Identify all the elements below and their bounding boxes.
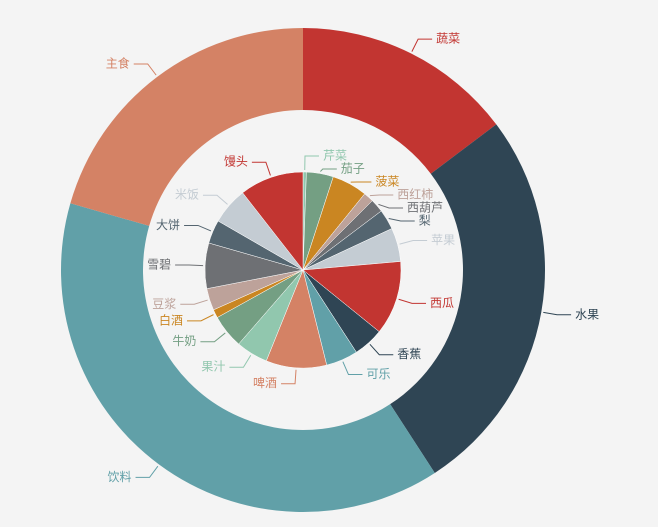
leader-line — [180, 299, 208, 305]
leader-line — [378, 203, 404, 209]
leader-line — [133, 63, 157, 76]
leader-line — [320, 168, 337, 172]
slice-label: 牛奶 — [172, 333, 196, 348]
slice-label: 啤酒 — [253, 375, 277, 390]
slice-label: 饮料 — [108, 470, 132, 484]
leader-line — [369, 194, 394, 197]
leader-line — [184, 224, 212, 232]
pie-slice — [242, 171, 304, 271]
leader-line — [399, 239, 428, 245]
leader-line — [229, 355, 252, 368]
slice-label: 馒头 — [224, 155, 248, 169]
slice-label: 水果 — [575, 307, 599, 321]
slice-label: 大饼 — [156, 218, 180, 232]
leader-line — [342, 361, 363, 376]
leader-line — [388, 218, 415, 222]
leader-line — [175, 264, 204, 267]
leader-line — [202, 194, 228, 205]
leader-line — [411, 38, 433, 52]
leader-line — [369, 343, 394, 356]
slice-label: 白酒 — [159, 312, 183, 327]
pie-slice — [61, 203, 435, 512]
slice-label: 雪碧 — [147, 258, 171, 272]
slice-label: 西葫芦 — [407, 201, 443, 215]
slice-label: 菠菜 — [375, 175, 399, 189]
pie-slice — [70, 27, 304, 226]
leader-line — [398, 298, 427, 304]
leader-line — [304, 155, 319, 171]
leader-line — [251, 161, 271, 176]
slice-label: 米饭 — [175, 188, 199, 202]
pie-slice — [303, 28, 497, 174]
slice-label: 果汁 — [201, 360, 225, 374]
leader-line — [186, 314, 214, 322]
leader-line — [200, 332, 226, 343]
slice-label: 苹果 — [431, 233, 455, 247]
pie-slice — [302, 261, 402, 333]
slice-label: 豆浆 — [152, 296, 176, 311]
slice-label: 可乐 — [366, 367, 390, 381]
slice-label: 茄子 — [341, 162, 365, 176]
slice-label: 香蕉 — [397, 347, 421, 361]
slice-label: 芹菜 — [323, 149, 347, 163]
slice-label: 西瓜 — [430, 296, 454, 310]
slice-label: 蔬菜 — [436, 32, 460, 46]
slice-label: 主食 — [106, 55, 130, 70]
slice-label: 梨 — [419, 214, 431, 228]
slice-label: 西红柿 — [397, 187, 433, 202]
leader-line — [281, 369, 297, 385]
leader-line — [135, 465, 159, 478]
leader-line — [543, 311, 572, 316]
pie-slice — [390, 124, 545, 473]
